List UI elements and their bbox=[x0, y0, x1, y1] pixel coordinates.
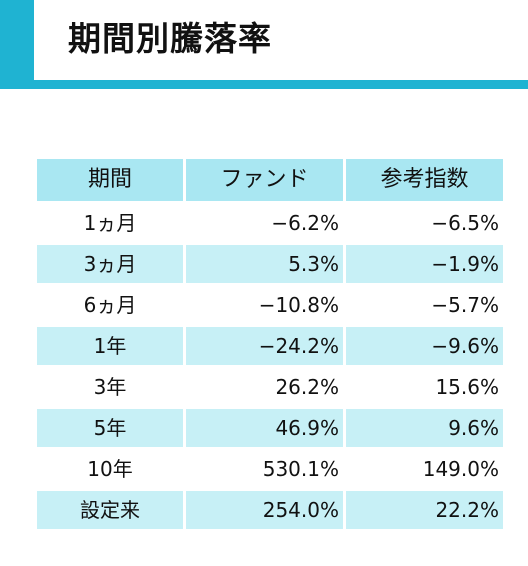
table-row: 設定来 254.0% 22.2% bbox=[37, 491, 503, 529]
table-row: 1ヵ月 −6.2% −6.5% bbox=[37, 204, 503, 242]
period-cell: 3ヵ月 bbox=[37, 245, 183, 283]
index-cell: −1.9% bbox=[346, 245, 503, 283]
table-row: 3ヵ月 5.3% −1.9% bbox=[37, 245, 503, 283]
fund-cell: 254.0% bbox=[186, 491, 343, 529]
index-cell: 22.2% bbox=[346, 491, 503, 529]
index-cell: 9.6% bbox=[346, 409, 503, 447]
performance-table: 期間 ファンド 参考指数 1ヵ月 −6.2% −6.5% 3ヵ月 5.3% −1… bbox=[34, 156, 506, 532]
period-cell: 1年 bbox=[37, 327, 183, 365]
index-cell: 149.0% bbox=[346, 450, 503, 488]
fund-cell: 46.9% bbox=[186, 409, 343, 447]
fund-cell: 26.2% bbox=[186, 368, 343, 406]
header-period: 期間 bbox=[37, 159, 183, 201]
index-cell: 15.6% bbox=[346, 368, 503, 406]
index-cell: −9.6% bbox=[346, 327, 503, 365]
table-header-row: 期間 ファンド 参考指数 bbox=[37, 159, 503, 201]
table-row: 5年 46.9% 9.6% bbox=[37, 409, 503, 447]
period-cell: 6ヵ月 bbox=[37, 286, 183, 324]
period-cell: 3年 bbox=[37, 368, 183, 406]
period-cell: 10年 bbox=[37, 450, 183, 488]
title-accent-block bbox=[0, 0, 34, 80]
fund-cell: −24.2% bbox=[186, 327, 343, 365]
fund-cell: −6.2% bbox=[186, 204, 343, 242]
table-row: 1年 −24.2% −9.6% bbox=[37, 327, 503, 365]
header-index: 参考指数 bbox=[346, 159, 503, 201]
title-bar: 期間別騰落率 bbox=[0, 0, 528, 90]
index-cell: −5.7% bbox=[346, 286, 503, 324]
title-underline bbox=[0, 80, 528, 89]
header-fund: ファンド bbox=[186, 159, 343, 201]
table-row: 3年 26.2% 15.6% bbox=[37, 368, 503, 406]
index-cell: −6.5% bbox=[346, 204, 503, 242]
page-title: 期間別騰落率 bbox=[68, 19, 272, 58]
fund-cell: 530.1% bbox=[186, 450, 343, 488]
period-cell: 1ヵ月 bbox=[37, 204, 183, 242]
table-row: 6ヵ月 −10.8% −5.7% bbox=[37, 286, 503, 324]
fund-cell: 5.3% bbox=[186, 245, 343, 283]
fund-cell: −10.8% bbox=[186, 286, 343, 324]
period-cell: 設定来 bbox=[37, 491, 183, 529]
table-row: 10年 530.1% 149.0% bbox=[37, 450, 503, 488]
period-cell: 5年 bbox=[37, 409, 183, 447]
